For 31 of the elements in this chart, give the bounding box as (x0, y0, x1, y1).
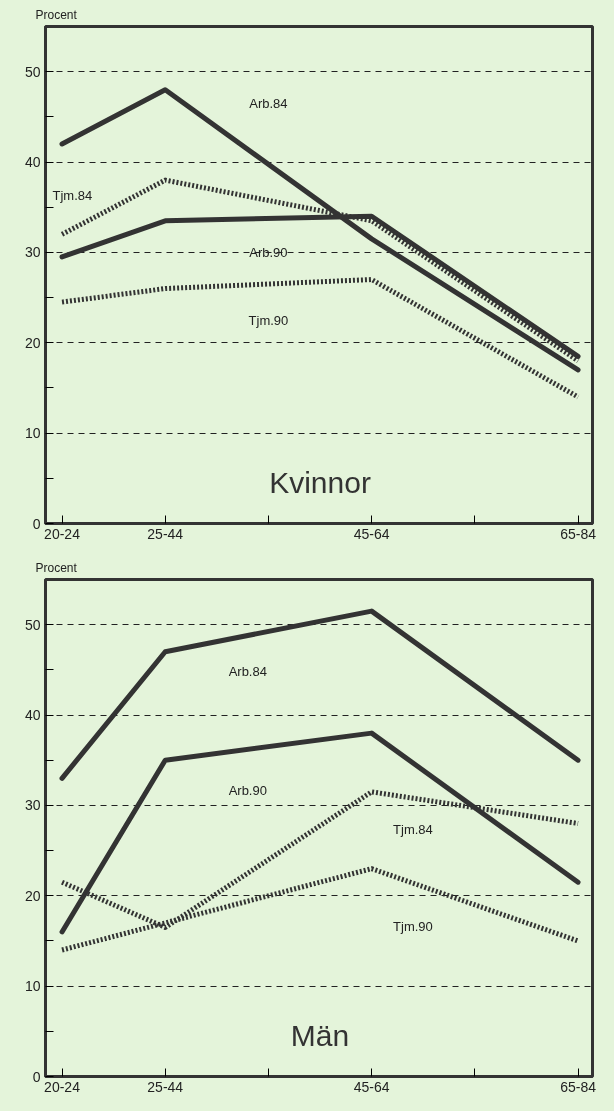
y-axis-title: Procent (35, 560, 78, 575)
series-label: Arb.84 (228, 664, 267, 680)
y-tick-label: 10 (24, 425, 41, 442)
text: Män (290, 1018, 350, 1052)
y-tick-label: 20 (24, 887, 41, 904)
x-tick-label: 20-24 (44, 525, 81, 542)
y-tick-label: 50 (24, 616, 41, 633)
x-tick-label: 25-44 (147, 525, 184, 542)
text: Arb.90 (228, 783, 267, 799)
y-axis-title: Procent (35, 7, 78, 22)
x-tick-label: 65-84 (560, 1078, 597, 1095)
text: Arb.84 (249, 95, 288, 111)
x-tick-label: 20-24 (44, 1078, 81, 1095)
y-tick-label: 10 (24, 978, 41, 995)
y-tick-label: 20 (24, 334, 41, 351)
y-tick-label: 0 (32, 1068, 41, 1085)
x-tick-label: 25-44 (147, 1078, 184, 1095)
x-tick-label: 45-64 (353, 1078, 390, 1095)
y-tick-label: 30 (24, 244, 41, 261)
y-tick-label: 50 (24, 63, 41, 80)
y-tick-label: 30 (24, 797, 41, 814)
series-label: Tjm.84 (52, 187, 93, 203)
text: Kvinnor (269, 465, 371, 499)
y-tick-label: 40 (24, 154, 41, 171)
text: Tjm.90 (393, 919, 433, 934)
y-tick-label: 0 (32, 515, 41, 532)
series-label: Tjm.84 (393, 822, 433, 838)
y-tick-label: 40 (24, 707, 41, 724)
x-tick-label: 45-64 (353, 525, 390, 542)
text: Tjm.90 (248, 312, 289, 328)
x-tick-label: 65-84 (560, 525, 597, 542)
